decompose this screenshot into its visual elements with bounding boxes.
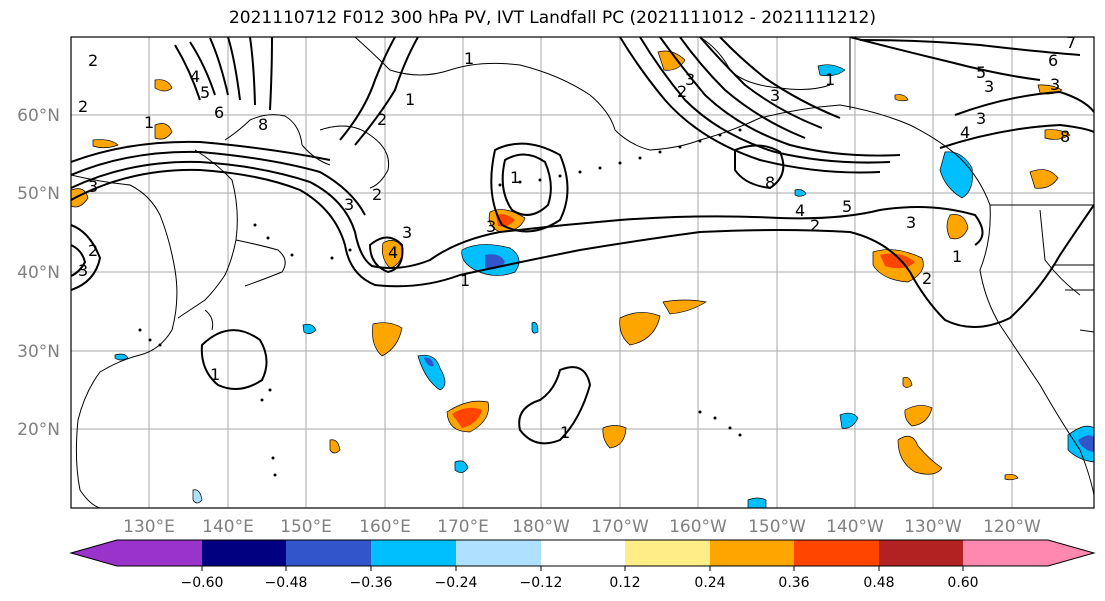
- contour-label: 3: [78, 261, 88, 280]
- contour-label: 3: [486, 217, 496, 236]
- contour-label: 1: [210, 365, 220, 384]
- contour-label: 3: [88, 177, 98, 196]
- colorbar-segment: [625, 540, 710, 566]
- colorbar-segment: [202, 540, 286, 566]
- contour-label: 1: [464, 49, 474, 68]
- contour-label: 8: [258, 115, 268, 134]
- colorbar-segment: [710, 540, 794, 566]
- colorbar-tick-label: −0.36: [350, 575, 393, 591]
- contour-label: 4: [388, 243, 398, 262]
- contour-label: 5: [842, 197, 852, 216]
- pc-shading: [71, 50, 1094, 508]
- lon-label: 120°W: [983, 517, 1041, 537]
- gridlines: [71, 37, 1094, 508]
- colorbar-extend-right: [1048, 540, 1094, 566]
- contour-label: 3: [402, 223, 412, 242]
- contour-labels: 2 2 1 3 2 3 4 5 6 8 3 2 3 4 3 1 1 1 2 1 …: [78, 33, 1076, 442]
- colorbar: −0.60 −0.48 −0.36 −0.24 −0.12 0.12 0.24 …: [69, 539, 1096, 591]
- colorbar-outline: [69, 539, 1096, 567]
- lon-label: 140°W: [826, 517, 884, 537]
- contour-label: 3: [344, 195, 354, 214]
- colorbar-segment: [794, 540, 879, 566]
- contour-label: 2: [78, 97, 88, 116]
- lon-label: 160°W: [669, 517, 727, 537]
- contour-label: 6: [214, 103, 224, 122]
- lon-label: 130°W: [904, 517, 962, 537]
- colorbar-tick-label: 0.36: [778, 575, 809, 591]
- colorbar-segment: [456, 540, 541, 566]
- lat-label: 50°N: [17, 184, 60, 204]
- colorbar-tick-label: 0.24: [694, 575, 725, 591]
- coastlines: [71, 37, 1094, 508]
- colorbar-tick-label: −0.48: [265, 575, 308, 591]
- lat-label: 30°N: [17, 342, 60, 362]
- map-title: 2021110712 F012 300 hPa PV, IVT Landfall…: [228, 8, 876, 28]
- lon-label: 160°E: [359, 517, 411, 537]
- colorbar-extend-left: [71, 540, 117, 566]
- plot-border: [70, 36, 1095, 509]
- contour-label: 2: [677, 82, 687, 101]
- colorbar-tick-label: −0.60: [181, 575, 224, 591]
- contour-label: 3: [984, 77, 994, 96]
- colorbar-tick-label: −0.12: [520, 575, 563, 591]
- colorbar-segment: [541, 540, 625, 566]
- contour-label: 2: [88, 241, 98, 260]
- contour-label: 1: [952, 247, 962, 266]
- contour-label: 2: [88, 51, 98, 70]
- contour-label: 1: [825, 70, 835, 89]
- contour-label: 3: [1050, 75, 1060, 94]
- lon-label: 170°W: [591, 517, 649, 537]
- contour-label: 2: [922, 269, 932, 288]
- contour-label: 3: [685, 70, 695, 89]
- contour-label: 8: [1060, 127, 1070, 146]
- lat-axis: 60°N 50°N 40°N 30°N 20°N: [17, 106, 60, 440]
- contour-label: 4: [795, 201, 805, 220]
- lon-label: 150°W: [748, 517, 806, 537]
- lon-label: 170°E: [437, 517, 489, 537]
- contour-label: 2: [377, 110, 387, 129]
- contour-label: 2: [372, 185, 382, 204]
- contour-label: 3: [770, 86, 780, 105]
- contour-label: 2: [810, 216, 820, 235]
- colorbar-tick-label: 0.12: [609, 575, 640, 591]
- colorbar-segment: [963, 540, 1048, 566]
- contour-label: 3: [976, 109, 986, 128]
- colorbar-segment: [286, 540, 371, 566]
- lon-label: 130°E: [123, 517, 175, 537]
- contour-label: 8: [765, 173, 775, 192]
- colorbar-tick-label: −0.24: [435, 575, 478, 591]
- contour-label: 3: [906, 213, 916, 232]
- lon-label: 150°E: [280, 517, 332, 537]
- contour-label: 1: [560, 423, 570, 442]
- pv-contours: [71, 37, 1094, 445]
- contour-label: 4: [960, 123, 970, 142]
- lat-label: 40°N: [17, 263, 60, 283]
- contour-label: 1: [510, 168, 520, 187]
- contour-label: 1: [405, 90, 415, 109]
- lon-axis: 130°E 140°E 150°E 160°E 170°E 180°W 170°…: [123, 517, 1041, 537]
- colorbar-segment: [117, 540, 202, 566]
- contour-label: 1: [144, 113, 154, 132]
- contour-label: 7: [1066, 33, 1076, 52]
- colorbar-segment: [371, 540, 456, 566]
- lon-label: 180°W: [512, 517, 570, 537]
- lat-label: 60°N: [17, 106, 60, 126]
- contour-label: 4: [190, 67, 200, 86]
- colorbar-tick-label: 0.48: [863, 575, 894, 591]
- contour-label: 1: [460, 271, 470, 290]
- island-chains: [138, 128, 742, 477]
- colorbar-tick-label: 0.60: [947, 575, 978, 591]
- contour-label: 5: [976, 63, 986, 82]
- colorbar-segment: [879, 540, 963, 566]
- lat-label: 20°N: [17, 420, 60, 440]
- contour-label: 5: [200, 83, 210, 102]
- contour-label: 6: [1048, 51, 1058, 70]
- lon-label: 140°E: [202, 517, 254, 537]
